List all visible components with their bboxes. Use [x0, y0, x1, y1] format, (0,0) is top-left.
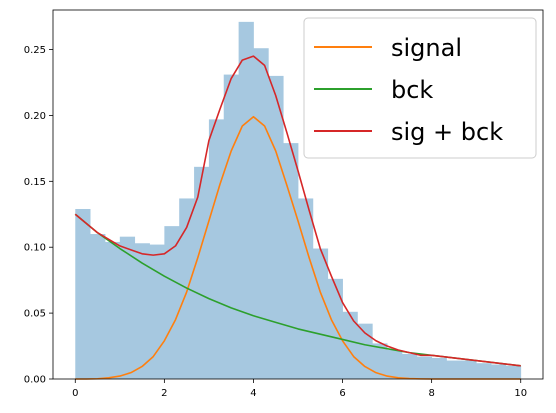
- histogram-bar: [387, 350, 403, 379]
- histogram-bar: [342, 311, 358, 379]
- histogram-bar: [75, 208, 91, 379]
- histogram-bar: [238, 21, 254, 379]
- x-tick-label: 8: [428, 388, 434, 399]
- histogram-bar: [491, 364, 507, 379]
- y-axis-ticks: 0.00 0.05 0.10 0.15 0.20 0.25: [24, 45, 53, 386]
- histogram-bar: [357, 323, 373, 379]
- histogram-bar: [90, 234, 106, 379]
- y-tick-label: 0.05: [24, 309, 46, 320]
- histogram-bar: [476, 363, 492, 379]
- histogram-bar: [194, 166, 210, 379]
- histogram-bar: [253, 48, 269, 379]
- histogram-bar: [298, 198, 314, 379]
- histogram-bar: [372, 343, 388, 379]
- histogram-bar: [327, 278, 343, 379]
- histogram-bar: [223, 74, 240, 379]
- y-tick-label: 0.15: [24, 177, 46, 188]
- legend-label: bck: [391, 76, 433, 104]
- histogram-bar: [401, 353, 418, 379]
- histogram-bar: [461, 360, 477, 379]
- histogram-bar: [416, 356, 433, 379]
- histogram-bar: [268, 75, 284, 380]
- y-tick-label: 0.10: [24, 243, 46, 254]
- histogram-bar: [283, 143, 299, 379]
- legend-label: sig + bck: [391, 118, 503, 146]
- legend-label: signal: [391, 34, 462, 62]
- y-tick-label: 0.25: [24, 45, 46, 56]
- x-tick-label: 2: [161, 388, 167, 399]
- x-tick-label: 6: [339, 388, 345, 399]
- histogram-bar: [164, 226, 180, 379]
- legend-box: [303, 17, 537, 159]
- histogram-bar: [431, 357, 447, 379]
- series-line-sig-bck: [74, 55, 521, 367]
- histogram-bar: [134, 243, 150, 379]
- x-axis-ticks: 0 2 4 6 8 10: [72, 379, 527, 399]
- histogram-bar: [312, 248, 329, 379]
- plot-frame: [52, 9, 544, 380]
- histogram-bar: [505, 365, 522, 379]
- x-tick-label: 4: [250, 388, 256, 399]
- histogram-bar: [119, 236, 136, 379]
- y-tick-label: 0.00: [24, 375, 46, 386]
- histogram-bars: [75, 21, 522, 380]
- legend: signal bck sig + bck: [303, 17, 537, 159]
- histogram-bar: [208, 119, 225, 379]
- y-tick-label: 0.20: [24, 111, 46, 122]
- histogram-bar: [446, 360, 462, 379]
- x-tick-label: 10: [514, 388, 527, 399]
- x-tick-label: 0: [72, 388, 78, 399]
- histogram-bar: [104, 241, 121, 379]
